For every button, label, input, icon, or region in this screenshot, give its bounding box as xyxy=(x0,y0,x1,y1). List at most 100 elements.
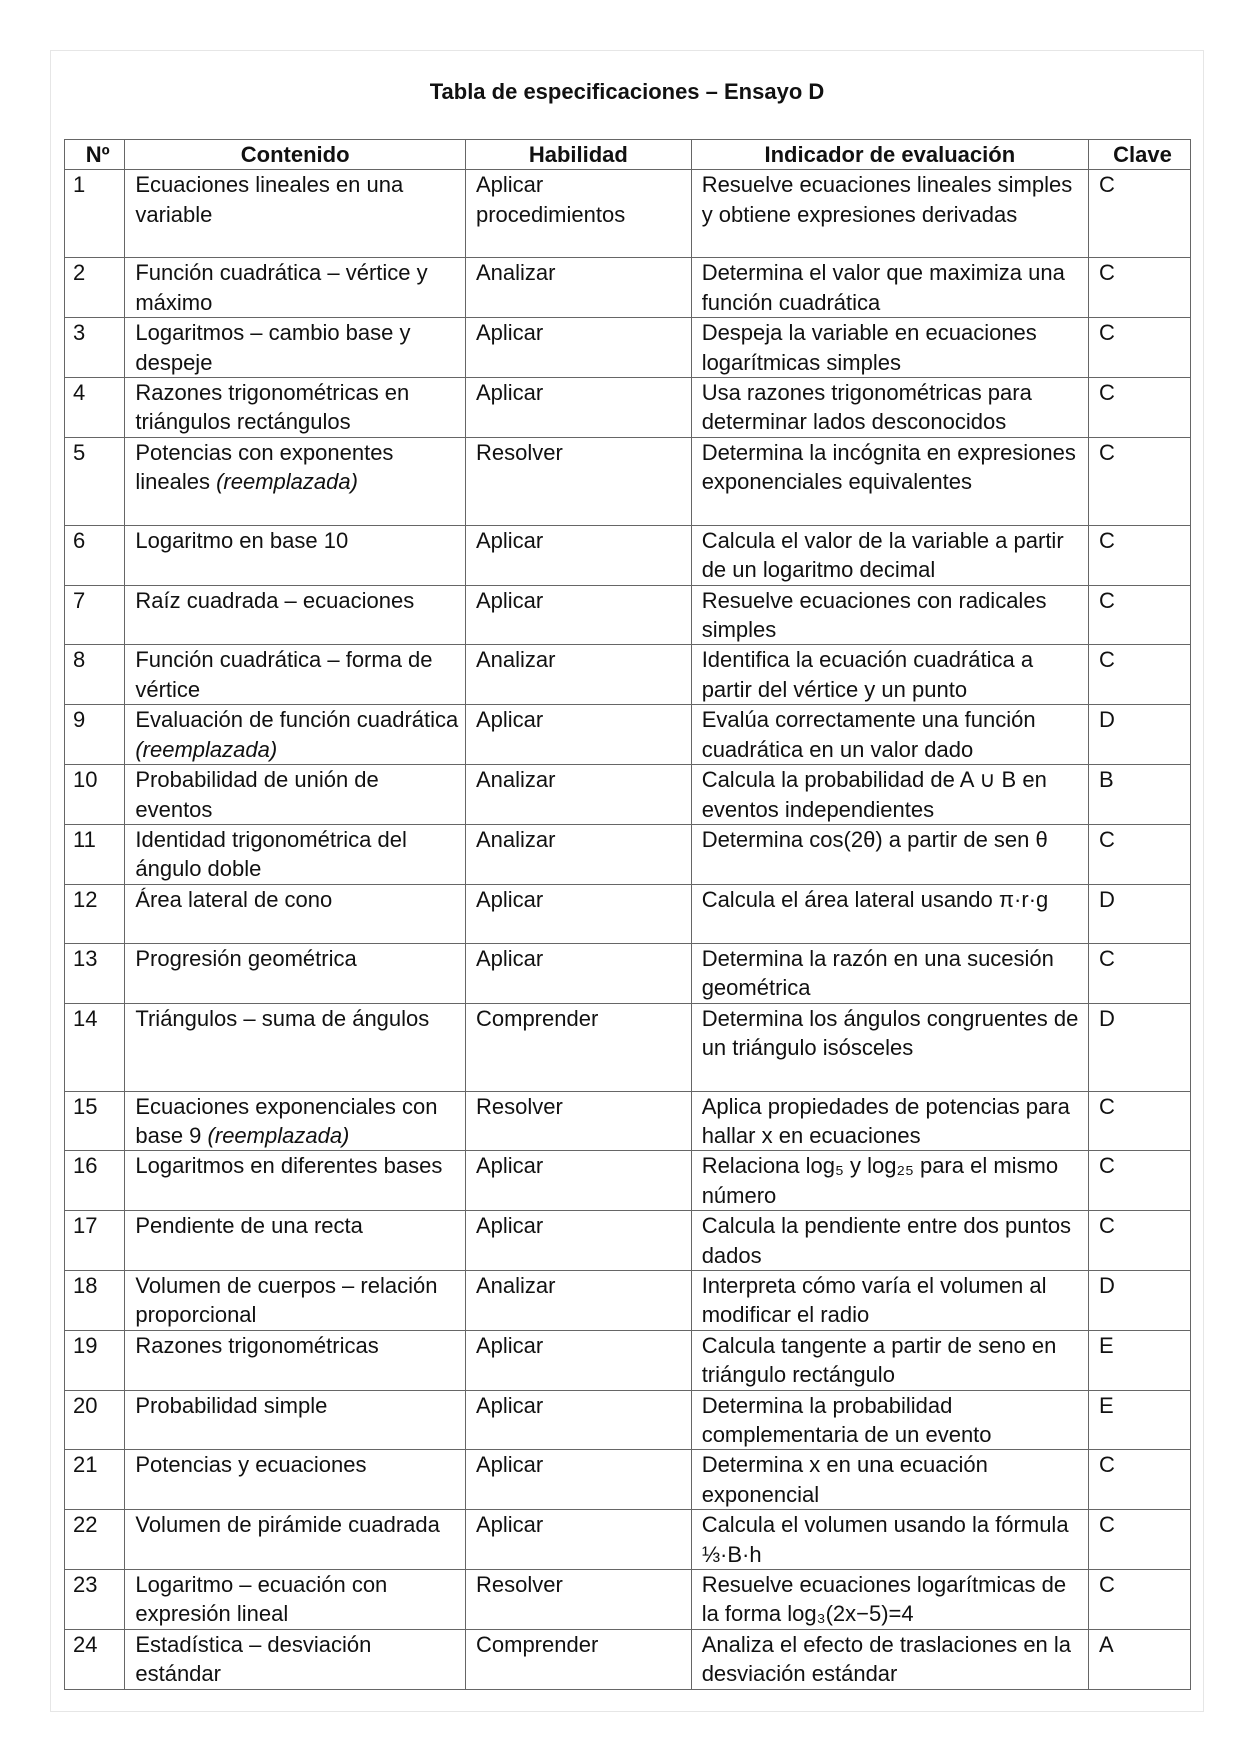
cell-clave: C xyxy=(1087,1210,1192,1271)
cell-contenido: Pendiente de una recta xyxy=(124,1210,466,1271)
cell-contenido-text: Logaritmos en diferentes bases xyxy=(135,1153,443,1179)
cell-number-text: 10 xyxy=(73,767,98,793)
table-row: 23 Logaritmo – ecuación con expresión lin… xyxy=(63,1569,1192,1630)
table-row: 3 Logaritmos – cambio base y despeje Aplic… xyxy=(63,317,1192,379)
cell-contenido: Función cuadrática – forma de vértice xyxy=(124,644,466,706)
cell-indicador: Despeja la variable en ecuaciones logarí… xyxy=(690,317,1089,379)
table-row: 11 Identidad trigonométrica del ángulo do… xyxy=(63,823,1192,885)
cell-number-text: 18 xyxy=(73,1272,98,1298)
cell-contenido: Función cuadrática – vértice y máximo xyxy=(124,257,466,319)
table-row: 16 Logaritmos en diferentes bases Aplicar R… xyxy=(63,1150,1192,1212)
cell-number: 3 xyxy=(63,317,126,379)
header-clave: Clave xyxy=(1087,138,1192,171)
cell-clave-text: D xyxy=(1098,1272,1115,1298)
cell-indicador: Calcula el área lateral usando π·r·g xyxy=(690,883,1089,944)
table-row: 1 Ecuaciones lineales en una variable Apli… xyxy=(63,169,1192,259)
cell-indicador-text: Resuelve ecuaciones lineales simples y o… xyxy=(701,172,1073,227)
cell-contenido-text: Pendiente de una recta xyxy=(135,1213,363,1239)
cell-habilidad-text: Aplicar xyxy=(476,1392,544,1418)
cell-clave: D xyxy=(1087,704,1192,766)
cell-habilidad: Analizar xyxy=(465,823,692,885)
cell-indicador-text: Identifica la ecuación cuadrática a part… xyxy=(701,647,1034,702)
cell-habilidad-text: Resolver xyxy=(476,439,563,465)
cell-habilidad: Resolver xyxy=(465,1569,692,1630)
table-row: 13 Progresión geométrica Aplicar Determina … xyxy=(63,942,1192,1004)
cell-indicador-text: Calcula tangente a partir de seno en tri… xyxy=(701,1332,1057,1388)
cell-contenido: Ecuaciones lineales en una variable xyxy=(124,169,466,259)
cell-indicador: Determina la incógnita en expresiones ex… xyxy=(690,436,1089,526)
cell-habilidad-text: Comprender xyxy=(476,1631,599,1657)
cell-contenido: Progresión geométrica xyxy=(124,942,466,1004)
cell-clave-text: C xyxy=(1098,826,1115,852)
cell-number-text: 24 xyxy=(73,1631,98,1657)
cell-contenido-text: Razones trigonométricas xyxy=(135,1332,379,1358)
cell-contenido: Potencias con exponentes lineales (reemp… xyxy=(124,436,466,526)
cell-contenido: Probabilidad de unión de eventos xyxy=(124,764,466,825)
cell-habilidad: Aplicar xyxy=(465,524,692,586)
cell-number-text: 16 xyxy=(73,1153,98,1179)
cell-indicador: Determina los ángulos congruentes de un … xyxy=(690,1002,1089,1092)
cell-number-text: 15 xyxy=(73,1093,98,1119)
cell-habilidad-text: Aplicar xyxy=(476,380,544,406)
cell-number: 16 xyxy=(63,1150,126,1212)
cell-habilidad: Aplicar xyxy=(465,1509,692,1571)
cell-habilidad: Aplicar xyxy=(465,1389,692,1451)
cell-habilidad: Aplicar xyxy=(465,1210,692,1271)
cell-contenido: Logaritmos en diferentes bases xyxy=(124,1150,466,1212)
cell-habilidad-text: Aplicar procedimientos xyxy=(476,172,626,227)
cell-habilidad-text: Aplicar xyxy=(476,886,544,912)
cell-clave-text: C xyxy=(1098,1512,1115,1538)
cell-habilidad-text: Comprender xyxy=(476,1005,599,1031)
cell-contenido: Logaritmo en base 10 xyxy=(124,524,466,586)
cell-clave-text: C xyxy=(1098,1153,1115,1179)
cell-number: 12 xyxy=(63,883,126,944)
cell-habilidad: Resolver xyxy=(465,1090,692,1152)
replaced-note: (reemplazada) xyxy=(135,736,278,762)
cell-clave: D xyxy=(1087,883,1192,944)
cell-clave: C xyxy=(1087,1090,1192,1152)
cell-habilidad: Comprender xyxy=(465,1628,692,1690)
cell-clave: C xyxy=(1087,1449,1192,1511)
cell-indicador-text: Determina cos(2θ) a partir de sen θ xyxy=(701,826,1048,852)
cell-contenido: Raíz cuadrada – ecuaciones xyxy=(124,584,466,646)
cell-number: 10 xyxy=(63,764,126,825)
cell-contenido-text: Identidad trigonométrica del ángulo dobl… xyxy=(135,826,407,882)
cell-number-text: 19 xyxy=(73,1332,98,1358)
cell-indicador: Calcula el volumen usando la fórmula ⅓·B… xyxy=(690,1509,1089,1571)
cell-contenido: Volumen de pirámide cuadrada xyxy=(124,1509,466,1571)
cell-number-text: 22 xyxy=(73,1512,98,1538)
cell-habilidad-text: Aplicar xyxy=(476,1452,544,1478)
cell-habilidad-text: Analizar xyxy=(476,1272,556,1298)
cell-clave-text: C xyxy=(1098,380,1115,406)
cell-habilidad: Analizar xyxy=(465,644,692,706)
cell-habilidad: Analizar xyxy=(465,1269,692,1331)
cell-clave: C xyxy=(1087,1569,1192,1630)
cell-number: 8 xyxy=(63,644,126,706)
cell-indicador: Calcula el valor de la variable a partir… xyxy=(690,524,1089,586)
cell-number-text: 4 xyxy=(73,380,86,406)
cell-number: 17 xyxy=(63,1210,126,1271)
table-row: 22 Volumen de pirámide cuadrada Aplicar Cal… xyxy=(63,1509,1192,1571)
table-row: 9 Evaluación de función cuadrática (reemp… xyxy=(63,704,1192,766)
cell-indicador-text: Calcula el área lateral usando π·r·g xyxy=(701,886,1049,912)
cell-indicador: Determina la probabilidad complementaria… xyxy=(690,1389,1089,1451)
table-row: 24 Estadística – desviación estándar Compr… xyxy=(63,1628,1192,1690)
cell-number: 23 xyxy=(63,1569,126,1630)
table-body: 1 Ecuaciones lineales en una variable Apli… xyxy=(63,169,1192,1690)
cell-clave: C xyxy=(1087,524,1192,586)
cell-contenido-text: Logaritmo – ecuación con expresión linea… xyxy=(135,1572,388,1627)
cell-clave: C xyxy=(1087,436,1192,526)
cell-habilidad-text: Aplicar xyxy=(476,1213,544,1239)
table-row: 10 Probabilidad de unión de eventos Analiz… xyxy=(63,764,1192,825)
cell-contenido-text: Área lateral de cono xyxy=(135,886,333,912)
table-row: 14 Triángulos – suma de ángulos Comprender… xyxy=(63,1002,1192,1092)
cell-habilidad: Aplicar xyxy=(465,1329,692,1391)
cell-clave-text: C xyxy=(1098,320,1115,346)
cell-indicador: Calcula la probabilidad de A ∪ B en even… xyxy=(690,764,1089,825)
cell-indicador: Determina el valor que maximiza una func… xyxy=(690,257,1089,319)
cell-number: 20 xyxy=(63,1389,126,1451)
cell-indicador-text: Determina el valor que maximiza una func… xyxy=(701,260,1065,315)
cell-habilidad: Aplicar xyxy=(465,883,692,944)
cell-clave: C xyxy=(1087,644,1192,706)
cell-clave-text: C xyxy=(1098,945,1115,971)
